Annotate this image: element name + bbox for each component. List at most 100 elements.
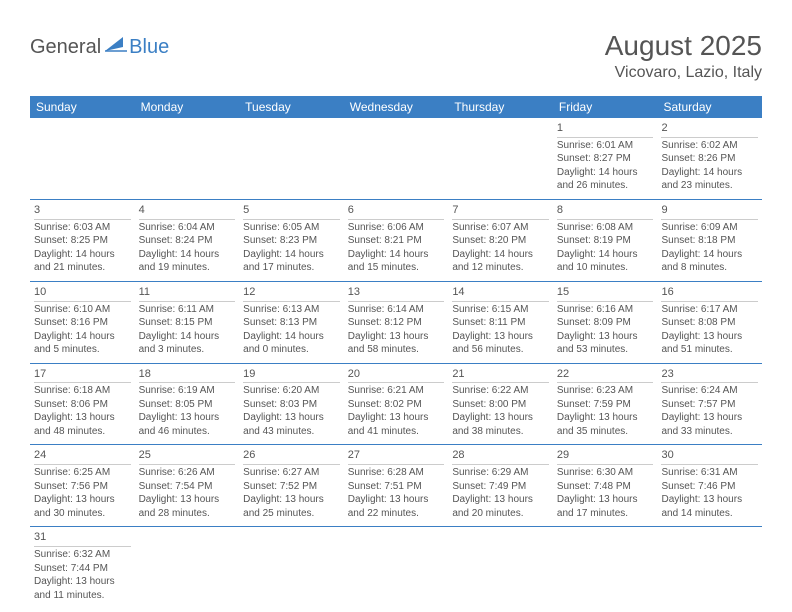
- day-daylight1: Daylight: 13 hours: [557, 493, 654, 507]
- day-daylight2: and 58 minutes.: [348, 343, 445, 357]
- day-sunrise: Sunrise: 6:29 AM: [452, 466, 549, 480]
- day-number: 13: [348, 285, 445, 302]
- day-number: 18: [139, 367, 236, 384]
- day-sunset: Sunset: 8:16 PM: [34, 316, 131, 330]
- day-daylight1: Daylight: 13 hours: [243, 493, 340, 507]
- day-sunset: Sunset: 8:12 PM: [348, 316, 445, 330]
- day-daylight2: and 25 minutes.: [243, 507, 340, 521]
- day-daylight1: Daylight: 13 hours: [661, 411, 758, 425]
- day-number: 24: [34, 448, 131, 465]
- day-sunrise: Sunrise: 6:11 AM: [139, 303, 236, 317]
- weekday-header: Sunday: [30, 96, 135, 118]
- day-sunrise: Sunrise: 6:13 AM: [243, 303, 340, 317]
- week-row: 10Sunrise: 6:10 AMSunset: 8:16 PMDayligh…: [30, 282, 762, 364]
- day-sunset: Sunset: 7:46 PM: [661, 480, 758, 494]
- day-daylight1: Daylight: 14 hours: [34, 330, 131, 344]
- day-cell: 20Sunrise: 6:21 AMSunset: 8:02 PMDayligh…: [344, 364, 449, 445]
- day-sunrise: Sunrise: 6:15 AM: [452, 303, 549, 317]
- day-daylight2: and 0 minutes.: [243, 343, 340, 357]
- day-sunset: Sunset: 7:52 PM: [243, 480, 340, 494]
- empty-cell: [344, 527, 449, 608]
- day-number: 17: [34, 367, 131, 384]
- day-number: 15: [557, 285, 654, 302]
- day-daylight2: and 38 minutes.: [452, 425, 549, 439]
- header-right: August 2025 Vicovaro, Lazio, Italy: [605, 30, 762, 82]
- day-sunset: Sunset: 8:15 PM: [139, 316, 236, 330]
- day-sunset: Sunset: 7:48 PM: [557, 480, 654, 494]
- day-daylight2: and 56 minutes.: [452, 343, 549, 357]
- day-daylight2: and 22 minutes.: [348, 507, 445, 521]
- day-cell: 18Sunrise: 6:19 AMSunset: 8:05 PMDayligh…: [135, 364, 240, 445]
- day-daylight2: and 8 minutes.: [661, 261, 758, 275]
- empty-cell: [135, 118, 240, 199]
- day-number: 2: [661, 121, 758, 138]
- day-daylight1: Daylight: 13 hours: [34, 411, 131, 425]
- day-daylight1: Daylight: 13 hours: [139, 493, 236, 507]
- day-daylight2: and 10 minutes.: [557, 261, 654, 275]
- day-sunset: Sunset: 8:25 PM: [34, 234, 131, 248]
- day-daylight1: Daylight: 14 hours: [243, 248, 340, 262]
- day-sunset: Sunset: 8:05 PM: [139, 398, 236, 412]
- day-daylight1: Daylight: 13 hours: [452, 493, 549, 507]
- day-sunrise: Sunrise: 6:28 AM: [348, 466, 445, 480]
- day-cell: 2Sunrise: 6:02 AMSunset: 8:26 PMDaylight…: [657, 118, 762, 199]
- day-sunrise: Sunrise: 6:22 AM: [452, 384, 549, 398]
- weeks-container: 1Sunrise: 6:01 AMSunset: 8:27 PMDaylight…: [30, 118, 762, 608]
- logo-flag-icon: [105, 37, 127, 58]
- empty-cell: [344, 118, 449, 199]
- logo-word-blue: Blue: [129, 36, 169, 59]
- day-sunset: Sunset: 7:49 PM: [452, 480, 549, 494]
- day-daylight2: and 28 minutes.: [139, 507, 236, 521]
- day-cell: 11Sunrise: 6:11 AMSunset: 8:15 PMDayligh…: [135, 282, 240, 363]
- day-sunrise: Sunrise: 6:06 AM: [348, 221, 445, 235]
- day-daylight1: Daylight: 14 hours: [139, 330, 236, 344]
- day-cell: 30Sunrise: 6:31 AMSunset: 7:46 PMDayligh…: [657, 445, 762, 526]
- day-daylight1: Daylight: 14 hours: [139, 248, 236, 262]
- day-cell: 12Sunrise: 6:13 AMSunset: 8:13 PMDayligh…: [239, 282, 344, 363]
- day-sunrise: Sunrise: 6:31 AM: [661, 466, 758, 480]
- day-number: 22: [557, 367, 654, 384]
- day-cell: 3Sunrise: 6:03 AMSunset: 8:25 PMDaylight…: [30, 200, 135, 281]
- day-sunset: Sunset: 8:20 PM: [452, 234, 549, 248]
- week-row: 31Sunrise: 6:32 AMSunset: 7:44 PMDayligh…: [30, 527, 762, 608]
- day-daylight1: Daylight: 13 hours: [557, 330, 654, 344]
- day-cell: 4Sunrise: 6:04 AMSunset: 8:24 PMDaylight…: [135, 200, 240, 281]
- day-sunrise: Sunrise: 6:26 AM: [139, 466, 236, 480]
- day-daylight1: Daylight: 14 hours: [557, 248, 654, 262]
- day-sunrise: Sunrise: 6:25 AM: [34, 466, 131, 480]
- day-sunset: Sunset: 8:03 PM: [243, 398, 340, 412]
- day-daylight1: Daylight: 14 hours: [661, 248, 758, 262]
- day-cell: 16Sunrise: 6:17 AMSunset: 8:08 PMDayligh…: [657, 282, 762, 363]
- day-daylight2: and 48 minutes.: [34, 425, 131, 439]
- day-daylight2: and 17 minutes.: [557, 507, 654, 521]
- day-sunrise: Sunrise: 6:21 AM: [348, 384, 445, 398]
- day-sunset: Sunset: 8:00 PM: [452, 398, 549, 412]
- day-daylight2: and 41 minutes.: [348, 425, 445, 439]
- day-sunset: Sunset: 7:51 PM: [348, 480, 445, 494]
- day-cell: 24Sunrise: 6:25 AMSunset: 7:56 PMDayligh…: [30, 445, 135, 526]
- day-sunset: Sunset: 8:26 PM: [661, 152, 758, 166]
- day-sunrise: Sunrise: 6:09 AM: [661, 221, 758, 235]
- week-row: 3Sunrise: 6:03 AMSunset: 8:25 PMDaylight…: [30, 200, 762, 282]
- day-cell: 7Sunrise: 6:07 AMSunset: 8:20 PMDaylight…: [448, 200, 553, 281]
- day-number: 16: [661, 285, 758, 302]
- day-daylight2: and 14 minutes.: [661, 507, 758, 521]
- empty-cell: [135, 527, 240, 608]
- day-cell: 17Sunrise: 6:18 AMSunset: 8:06 PMDayligh…: [30, 364, 135, 445]
- weekday-header: Thursday: [448, 96, 553, 118]
- day-daylight2: and 19 minutes.: [139, 261, 236, 275]
- day-cell: 13Sunrise: 6:14 AMSunset: 8:12 PMDayligh…: [344, 282, 449, 363]
- day-sunrise: Sunrise: 6:04 AM: [139, 221, 236, 235]
- day-daylight2: and 3 minutes.: [139, 343, 236, 357]
- day-daylight1: Daylight: 14 hours: [661, 166, 758, 180]
- empty-cell: [657, 527, 762, 608]
- day-daylight1: Daylight: 14 hours: [348, 248, 445, 262]
- day-number: 12: [243, 285, 340, 302]
- day-daylight2: and 30 minutes.: [34, 507, 131, 521]
- day-daylight1: Daylight: 13 hours: [243, 411, 340, 425]
- day-sunset: Sunset: 8:24 PM: [139, 234, 236, 248]
- day-daylight1: Daylight: 13 hours: [661, 493, 758, 507]
- weekday-header: Saturday: [657, 96, 762, 118]
- empty-cell: [239, 527, 344, 608]
- day-daylight1: Daylight: 13 hours: [34, 575, 131, 589]
